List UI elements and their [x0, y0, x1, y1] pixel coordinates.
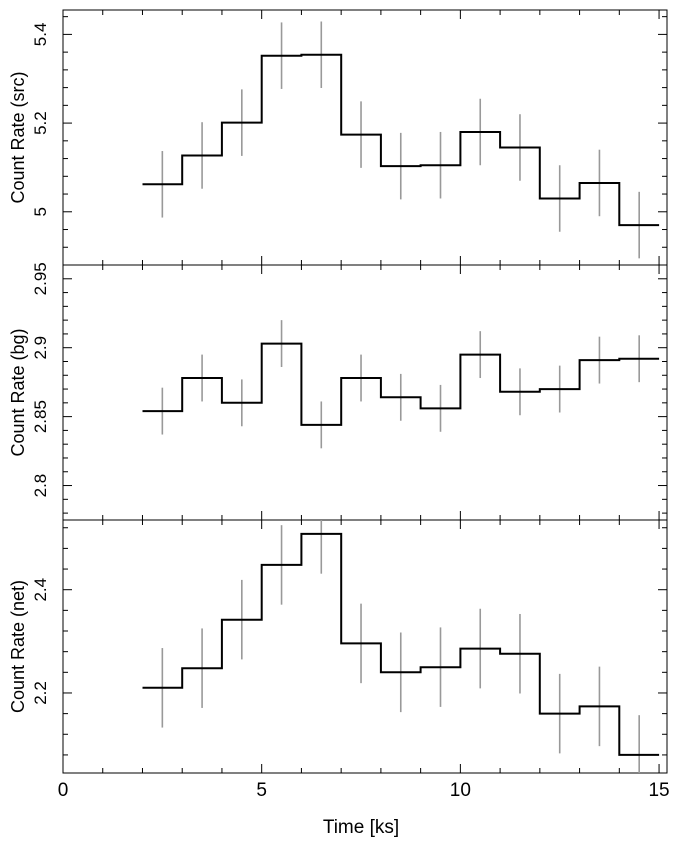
x-tick-label: 5: [256, 780, 267, 801]
panel-frame: [62, 264, 668, 521]
panels-layer: 5 5.2 5.4 Count Rate (src) 2.8 2.85 2.9 2.95 Cou…: [8, 9, 670, 801]
y-tick-label: 2.95: [31, 262, 50, 295]
panel-frame: [62, 519, 668, 774]
y-tick-label: 2.4: [31, 578, 50, 602]
x-axis-label: Time [ks]: [323, 817, 399, 838]
x-tick-label: 0: [58, 780, 69, 801]
rate-step-line: [142, 532, 660, 756]
y-axis-label: Count Rate (src): [8, 71, 28, 203]
rate-step-line: [142, 342, 660, 426]
y-tick-label: 5: [31, 207, 50, 216]
rate-step-line: [142, 53, 660, 227]
y-axis-label: Count Rate (bg): [8, 328, 28, 456]
panel-0: 5 5.2 5.4 Count Rate (src): [8, 9, 668, 266]
x-tick-label: 10: [450, 780, 471, 801]
y-tick-label: 2.9: [31, 336, 50, 360]
panel-1: 2.8 2.85 2.9 2.95 Count Rate (bg): [8, 262, 668, 521]
y-tick-label: 2.85: [31, 400, 50, 433]
y-axis-label: Count Rate (net): [8, 580, 28, 713]
panel-frame: [62, 9, 668, 266]
y-tick-label: 5.4: [31, 23, 50, 47]
x-tick-label: 15: [648, 780, 669, 801]
y-tick-label: 2.2: [31, 681, 50, 705]
y-tick-label: 5.2: [31, 111, 50, 135]
y-tick-label: 2.8: [31, 474, 50, 498]
